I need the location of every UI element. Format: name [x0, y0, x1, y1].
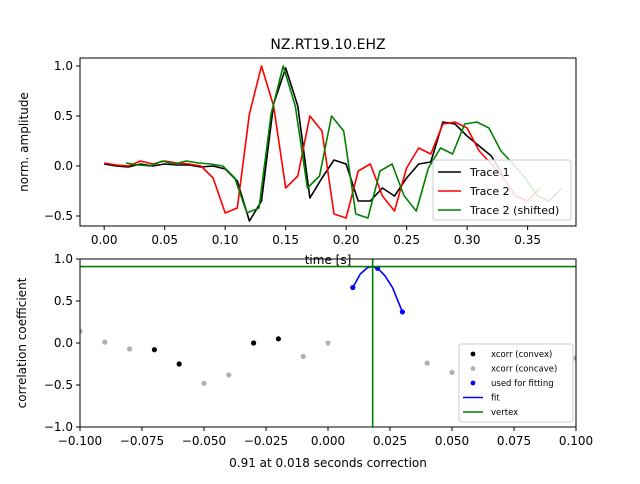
series-line-trace-2-shifted — [125, 65, 563, 219]
point-xcorr-convex — [251, 340, 257, 346]
legend-swatch-used-for-fitting — [470, 380, 476, 386]
x-tick-label: 0.050 — [435, 434, 469, 448]
x-tick-label: 0.15 — [272, 233, 299, 247]
x-tick-label: −0.050 — [182, 434, 226, 448]
trace-y-axis-label: norm. amplitude — [17, 92, 31, 192]
y-tick-label: −1.0 — [44, 420, 73, 434]
point-xcorr-concave — [449, 369, 455, 375]
x-tick-label: −0.100 — [58, 434, 102, 448]
y-tick-label: −0.5 — [44, 378, 73, 392]
point-xcorr-concave — [424, 360, 430, 366]
legend-label-fit: fit — [491, 394, 500, 404]
x-tick-label: 0.35 — [514, 233, 541, 247]
x-tick-label: 0.10 — [212, 233, 239, 247]
point-xcorr-convex — [151, 347, 157, 353]
legend-label-xcorr-convex: xcorr (convex) — [491, 350, 552, 360]
correlation-x-ticks: −0.100 −0.075 −0.050 −0.025 0.000 0.025 0.050 0… — [58, 427, 593, 448]
y-tick-label: 0.0 — [54, 159, 73, 173]
legend-swatch-xcorr-concave — [470, 366, 476, 371]
y-tick-label: 0.5 — [54, 294, 73, 308]
legend-box — [432, 159, 572, 221]
x-tick-label: 0.05 — [151, 233, 178, 247]
legend-label-trace-1: Trace 1 — [469, 166, 510, 179]
x-tick-label: 0.00 — [91, 233, 118, 247]
series-line-trace-1 — [104, 67, 505, 222]
legend-label-vertex: vertex — [491, 408, 518, 418]
legend-label-trace-2: Trace 2 — [469, 185, 510, 198]
x-tick-label: 0.000 — [311, 434, 345, 448]
correlation-y-ticks: −1.0 −0.5 0.0 0.5 1.0 — [44, 252, 80, 434]
correlation-plot-area — [80, 259, 576, 427]
point-xcorr-concave — [102, 339, 108, 345]
y-tick-label: 0.0 — [54, 336, 73, 350]
trace-plot-area — [104, 65, 563, 222]
x-tick-label: 0.20 — [333, 233, 360, 247]
x-tick-label: 0.100 — [559, 434, 593, 448]
point-xcorr-concave — [573, 355, 576, 361]
point-xcorr-concave — [80, 328, 83, 334]
x-tick-label: −0.075 — [120, 434, 164, 448]
trace-axes: NZ.RT19.10.EHZ 0.00 0.05 0.10 0.15 0.20 0.25 0… — [17, 37, 577, 267]
x-tick-label: −0.025 — [244, 434, 288, 448]
y-tick-label: 1.0 — [54, 59, 73, 73]
chart-title: NZ.RT19.10.EHZ — [270, 37, 385, 53]
legend-label-used-for-fitting: used for fitting — [491, 379, 554, 389]
correlation-legend: xcorr (convex) xcorr (concave) used for fi… — [458, 343, 574, 423]
point-xcorr-convex — [176, 361, 182, 367]
legend-box — [458, 343, 574, 423]
y-tick-label: 1.0 — [54, 252, 73, 266]
point-xcorr-concave — [325, 340, 331, 346]
point-xcorr-concave — [300, 353, 306, 360]
y-tick-label: −0.5 — [44, 209, 73, 223]
point-xcorr-concave — [226, 372, 232, 378]
x-tick-label: 0.25 — [393, 233, 420, 247]
trace-y-ticks: −0.5 0.0 0.5 1.0 — [44, 59, 80, 223]
trace-x-ticks: 0.00 0.05 0.10 0.15 0.20 0.25 0.30 0.35 — [91, 226, 541, 247]
trace-x-axis-label: time [s] — [305, 253, 352, 267]
trace-legend: Trace 1 Trace 2 Trace 2 (shifted) — [432, 159, 572, 221]
legend-swatch-xcorr-convex — [470, 351, 476, 357]
x-tick-label: 0.075 — [497, 434, 531, 448]
correlation-y-axis-label: correlation coefficient — [15, 277, 29, 408]
legend-label-xcorr-concave: xcorr (concave) — [491, 365, 557, 375]
y-tick-label: 0.5 — [54, 109, 73, 123]
x-tick-label: 0.30 — [454, 233, 481, 247]
point-xcorr-convex — [275, 336, 281, 342]
point-xcorr-concave — [201, 380, 207, 386]
trace-axes-frame — [79, 57, 577, 227]
legend-label-trace-2-shifted: Trace 2 (shifted) — [469, 204, 559, 217]
x-tick-label: 0.025 — [373, 434, 407, 448]
correlation-x-axis-label: 0.91 at 0.018 seconds correction — [229, 456, 427, 470]
series-line-fit — [352, 265, 404, 313]
correlation-axes: −0.100 −0.075 −0.050 −0.025 0.000 0.025 0.050 0… — [15, 252, 593, 470]
point-xcorr-concave — [127, 346, 133, 352]
